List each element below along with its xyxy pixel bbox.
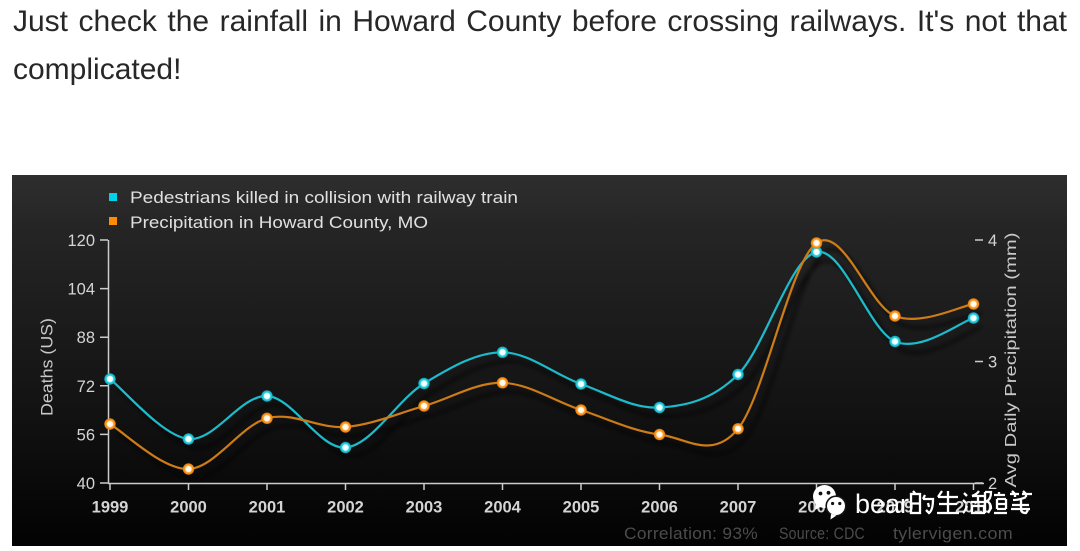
svg-text:40: 40: [77, 475, 95, 493]
svg-text:2007: 2007: [720, 498, 757, 516]
svg-text:2002: 2002: [327, 498, 364, 516]
svg-text:Correlation: 93%: Correlation: 93%: [624, 524, 758, 543]
svg-text:2006: 2006: [641, 498, 678, 516]
svg-text:Deaths (US): Deaths (US): [39, 318, 57, 416]
svg-text:Precipitation in Howard County: Precipitation in Howard County, MO: [130, 214, 428, 232]
svg-text:Pedestrians killed in collisio: Pedestrians killed in collision with rai…: [130, 189, 518, 207]
svg-text:1999: 1999: [92, 498, 129, 516]
svg-text:4: 4: [988, 232, 997, 250]
svg-text:120: 120: [67, 232, 95, 250]
svg-text:2001: 2001: [249, 498, 286, 516]
svg-text:2009: 2009: [877, 498, 914, 516]
svg-text:2000: 2000: [170, 498, 207, 516]
svg-text:104: 104: [67, 281, 95, 299]
svg-text:tylervigen.com: tylervigen.com: [893, 524, 1013, 543]
svg-text:2004: 2004: [484, 498, 522, 516]
svg-text:Source: CDC: Source: CDC: [779, 524, 865, 543]
svg-text:2: 2: [988, 475, 997, 493]
svg-text:bear: bear: [855, 489, 909, 519]
svg-text:3: 3: [988, 354, 997, 372]
svg-text:56: 56: [77, 426, 95, 444]
svg-text:72: 72: [77, 378, 95, 396]
svg-text:Avg Daily Precipitation (mm): Avg Daily Precipitation (mm): [1003, 233, 1020, 488]
svg-text:2003: 2003: [406, 498, 443, 516]
svg-text:2005: 2005: [563, 498, 600, 516]
svg-text:88: 88: [77, 329, 95, 347]
